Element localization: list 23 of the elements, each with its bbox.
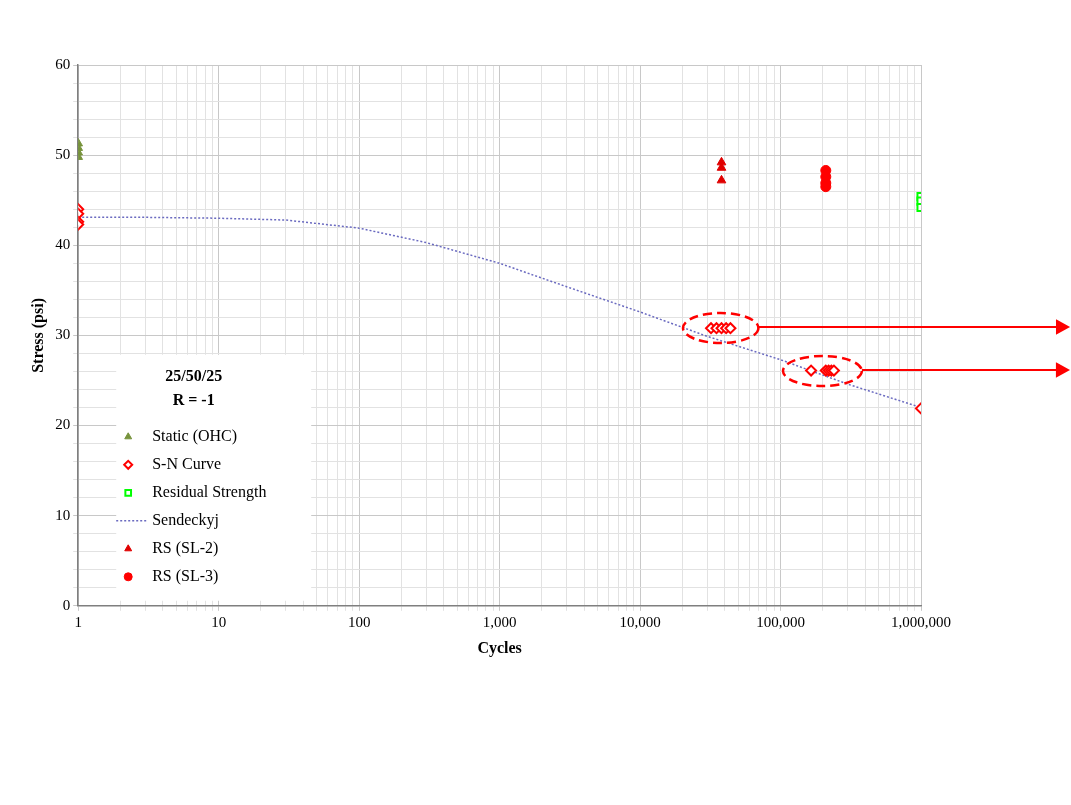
x-tick-label: 10 xyxy=(211,613,227,630)
y-tick-label: 60 xyxy=(55,55,71,72)
x-axis-title: Cycles xyxy=(477,638,522,657)
y-tick-label: 40 xyxy=(55,236,71,253)
x-tick-label: 100,000 xyxy=(756,613,805,630)
y-axis-title: Stress (psi) xyxy=(28,297,47,373)
legend-label: RS (SL-2) xyxy=(152,539,219,557)
x-tick-label: 1 xyxy=(74,613,82,630)
y-tick-label: 10 xyxy=(55,506,71,523)
legend-label: RS (SL-3) xyxy=(152,567,219,585)
legend-label: Residual Strength xyxy=(152,483,267,501)
y-tick-label: 0 xyxy=(62,596,71,613)
legend-label: Static (OHC) xyxy=(152,427,238,445)
y-tick-label: 30 xyxy=(55,326,71,343)
x-tick-label: 100 xyxy=(347,613,371,630)
y-tick-label: 20 xyxy=(55,416,71,433)
x-tick-label: 1,000,000 xyxy=(891,613,951,630)
legend-label: Sendeckyj xyxy=(152,511,219,529)
x-tick-label: 10,000 xyxy=(619,613,661,630)
y-tick-label: 50 xyxy=(55,146,71,163)
legend-label: S-N Curve xyxy=(152,455,222,472)
legend-title: 25/50/25 R = -1 xyxy=(165,366,223,408)
x-tick-label: 1,000 xyxy=(482,613,517,630)
